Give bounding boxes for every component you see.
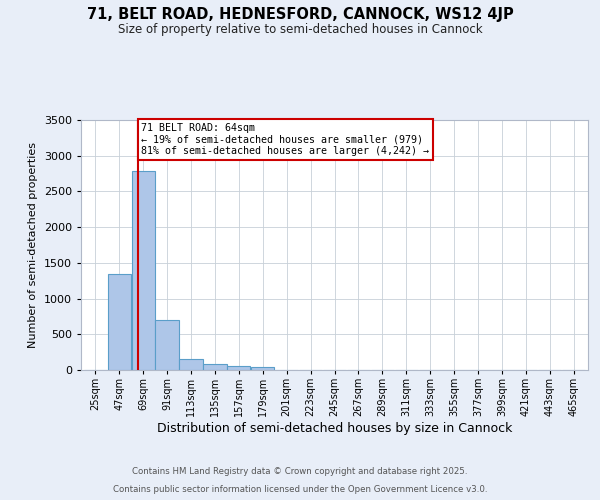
Text: Size of property relative to semi-detached houses in Cannock: Size of property relative to semi-detach… [118, 22, 482, 36]
Bar [107, 274, 131, 370]
Y-axis label: Number of semi-detached properties: Number of semi-detached properties [28, 142, 38, 348]
Text: Contains HM Land Registry data © Crown copyright and database right 2025.: Contains HM Land Registry data © Crown c… [132, 467, 468, 476]
Bar [131, 172, 155, 370]
Bar [251, 367, 274, 370]
Bar [179, 359, 203, 370]
Bar [155, 320, 179, 370]
Bar [203, 364, 227, 370]
Text: 71, BELT ROAD, HEDNESFORD, CANNOCK, WS12 4JP: 71, BELT ROAD, HEDNESFORD, CANNOCK, WS12… [86, 8, 514, 22]
Bar [227, 366, 250, 370]
Text: 71 BELT ROAD: 64sqm
← 19% of semi-detached houses are smaller (979)
81% of semi-: 71 BELT ROAD: 64sqm ← 19% of semi-detach… [141, 123, 429, 156]
X-axis label: Distribution of semi-detached houses by size in Cannock: Distribution of semi-detached houses by … [157, 422, 512, 435]
Text: Contains public sector information licensed under the Open Government Licence v3: Contains public sector information licen… [113, 485, 487, 494]
